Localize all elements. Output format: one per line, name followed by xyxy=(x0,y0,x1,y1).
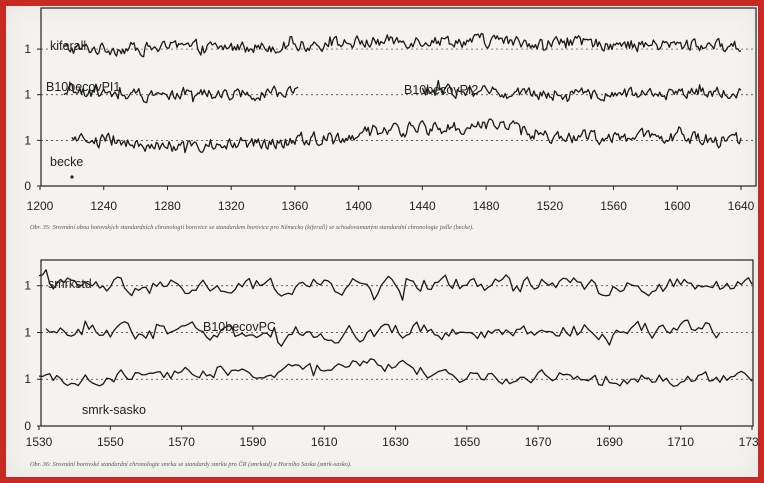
chart-figure: 0 1 1 1 1200 1240 1280 1320 1360 1400 1440 1480 1520… xyxy=(24,7,758,468)
x-tick-label: 1360 xyxy=(282,199,309,213)
x-tick-label: 1520 xyxy=(536,199,563,213)
x-tick-label: 1570 xyxy=(168,435,195,449)
x-tick-label: 1640 xyxy=(728,199,755,213)
x-tick-label: 1610 xyxy=(311,435,338,449)
x-tick-label: 1530 xyxy=(26,435,53,449)
start-marker xyxy=(70,175,74,179)
x-tick-label: 1670 xyxy=(525,435,552,449)
y-tick-label: 0 xyxy=(24,179,31,193)
x-tick-label: 1280 xyxy=(154,199,181,213)
series-label-smrkstd: smrkstd xyxy=(48,277,92,291)
series-line-B10becovPI2 xyxy=(421,79,742,103)
series-line-kiferall xyxy=(63,32,742,58)
x-tick-label: 1480 xyxy=(473,199,500,213)
x-tick-label: 1690 xyxy=(596,435,623,449)
x-tick-label: 1560 xyxy=(600,199,627,213)
x-tick-label: 1200 xyxy=(27,199,54,213)
x-tick-label: 1400 xyxy=(345,199,372,213)
y-tick-label: 1 xyxy=(24,325,31,339)
x-tick-label: 1630 xyxy=(382,435,409,449)
series-line-becke xyxy=(71,118,742,154)
plot-frame-2 xyxy=(40,259,754,427)
series-line-B10becovPC xyxy=(45,319,721,347)
y-tick-label: 1 xyxy=(24,372,31,386)
series-label-B10becovPI1: B10becovPI1 xyxy=(46,80,120,94)
x-tick-label: 1710 xyxy=(667,435,694,449)
figure-caption: Obr. 36: Srovnání borovské standardní ch… xyxy=(30,460,351,468)
scanned-page: 0 1 1 1 1200 1240 1280 1320 1360 1400 1440 1480 1520… xyxy=(6,6,758,477)
series-line-smrk-sasko xyxy=(38,358,753,387)
x-tick-label: 1730 xyxy=(739,435,758,449)
y-tick-label: 1 xyxy=(24,133,31,147)
x-tick-label: 1320 xyxy=(218,199,245,213)
y-tick-label: 1 xyxy=(24,88,31,102)
series-line-B10becovPI1 xyxy=(63,82,299,104)
y-tick-label: 0 xyxy=(24,419,31,433)
series-label-kiferall: kiferall xyxy=(50,39,86,53)
x-tick-label: 1600 xyxy=(664,199,691,213)
x-tick-label: 1550 xyxy=(97,435,124,449)
x-tick-label: 1240 xyxy=(90,199,117,213)
figure-caption: Obr. 35: Srovnání obou hotovských standa… xyxy=(30,224,474,231)
series-label-becke: becke xyxy=(50,155,83,169)
series-label-smrk-sasko: smrk-sasko xyxy=(82,403,146,417)
x-tick-label: 1590 xyxy=(240,435,267,449)
series-label-B10becovPI2: B10becovPI2 xyxy=(404,83,478,97)
x-tick-label: 1650 xyxy=(453,435,480,449)
x-tick-label: 1440 xyxy=(409,199,436,213)
series-label-B10becovPC: B10becovPC xyxy=(203,320,276,334)
plot-frame-1 xyxy=(40,7,757,187)
series-line-smrkstd xyxy=(38,269,753,301)
y-tick-label: 1 xyxy=(24,279,31,293)
y-tick-label: 1 xyxy=(24,42,31,56)
